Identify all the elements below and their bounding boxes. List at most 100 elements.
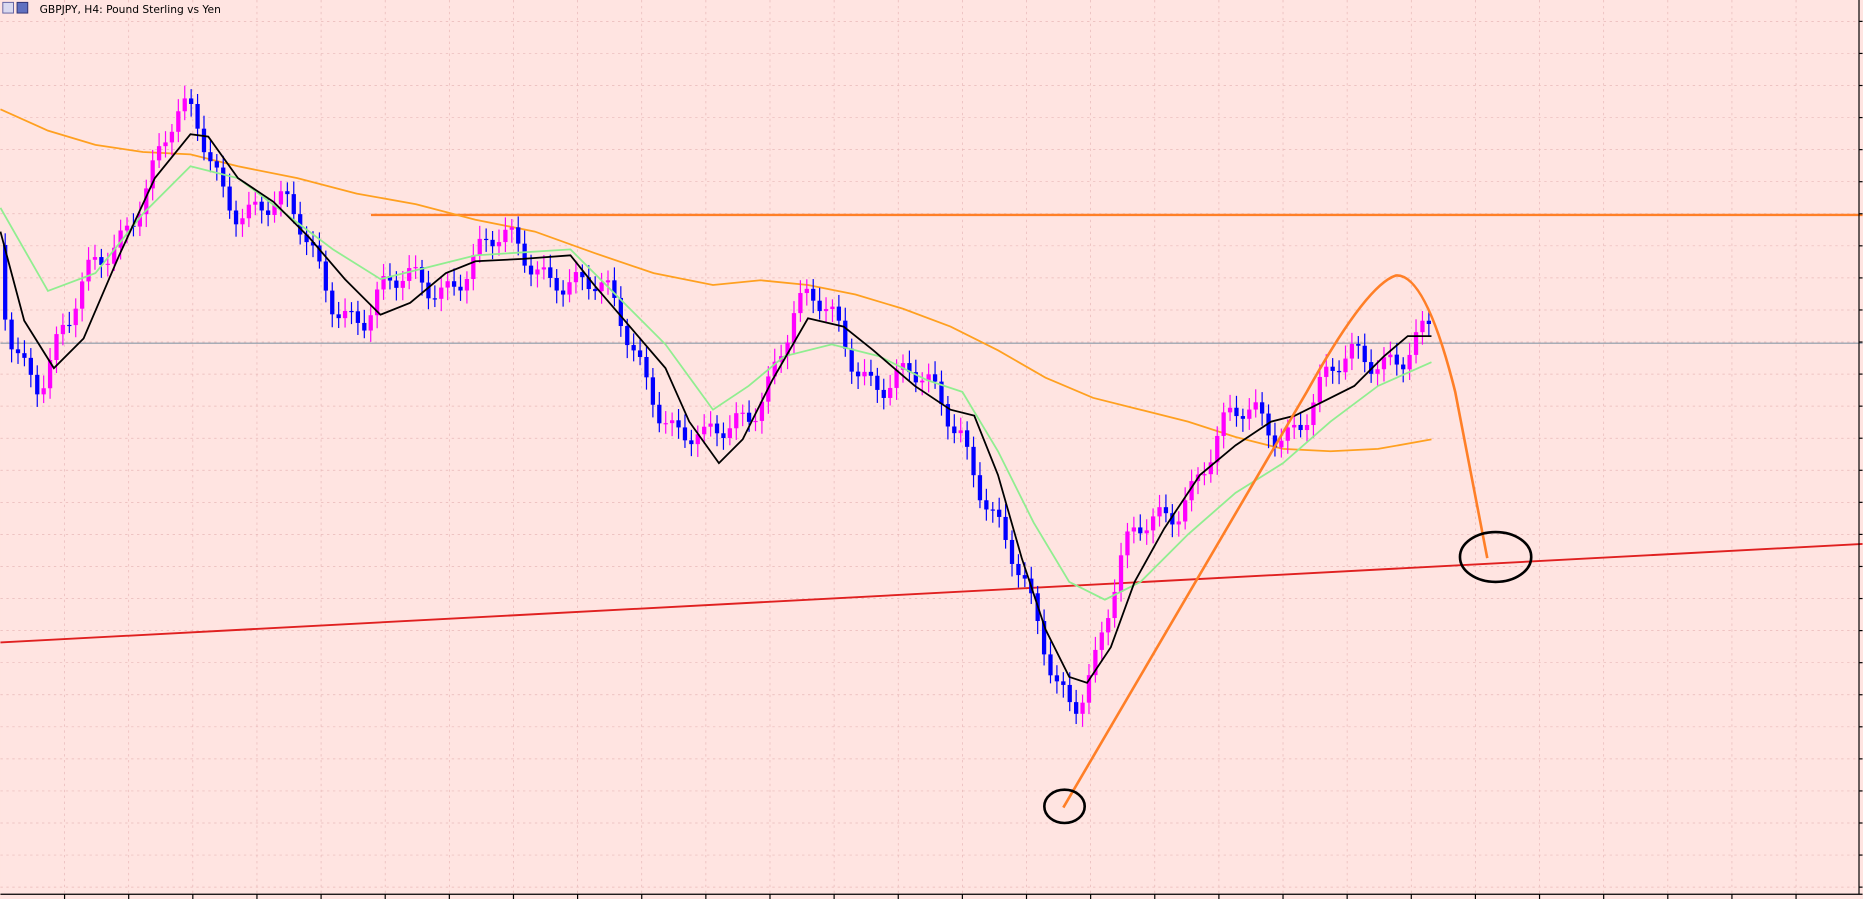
candle-body [984, 500, 989, 510]
candle-body [272, 204, 277, 215]
candle-body [541, 267, 547, 270]
icon [2, 1, 14, 14]
candle-body [112, 247, 117, 264]
candle-body [227, 186, 232, 211]
candle-body [637, 350, 643, 357]
candle-body [702, 426, 707, 435]
candle-body [714, 423, 720, 434]
candle-body [28, 357, 33, 375]
candle-body [1054, 675, 1060, 682]
candle-body [1356, 343, 1361, 346]
candle-body [586, 277, 591, 290]
candle-body [855, 371, 861, 377]
candle-body [689, 440, 694, 445]
candle-body [509, 227, 514, 230]
candle-body [150, 160, 155, 189]
candle-body [265, 210, 271, 215]
candle-body [1253, 402, 1258, 410]
candle-body [253, 201, 258, 205]
candle-body [432, 298, 437, 300]
candle-body [830, 306, 835, 310]
candle-body [330, 290, 335, 315]
candle-body [9, 319, 14, 350]
candle-body [73, 308, 78, 326]
candle-body [554, 277, 559, 291]
candle-body [477, 238, 482, 256]
marker-circle [1043, 788, 1087, 825]
candle-body [291, 194, 296, 215]
candle-body [355, 311, 361, 323]
candle-body [362, 322, 367, 331]
candle-body [1093, 649, 1098, 676]
candle-body [599, 282, 604, 292]
candle-body [374, 289, 380, 316]
candle-body [862, 371, 867, 377]
candle-body [41, 388, 46, 395]
candle-body [1074, 702, 1079, 714]
candle-body [1285, 427, 1290, 441]
candle-body [1343, 358, 1348, 373]
candle-body [1324, 366, 1329, 377]
candle-body [644, 356, 649, 378]
candle-body [1189, 481, 1194, 501]
candle-body [945, 404, 951, 427]
candle-body [958, 430, 963, 434]
candle-body [580, 272, 585, 278]
candle-body [419, 267, 425, 283]
candle-body [144, 188, 149, 215]
candle-body [1067, 684, 1072, 703]
candle-body [868, 371, 874, 376]
candle-body [759, 401, 765, 421]
candle-body [1016, 563, 1021, 576]
candle-body [997, 509, 1002, 517]
candle-body [1413, 332, 1419, 355]
candle-body [368, 315, 373, 331]
candle-body [964, 430, 970, 447]
candle-body [939, 381, 944, 405]
candle-body [573, 272, 579, 283]
candle-body [342, 310, 348, 319]
candle-body [746, 412, 752, 422]
candle-body [182, 98, 187, 112]
candle-body [278, 191, 284, 205]
candle-body [458, 286, 463, 291]
candle-body [426, 282, 431, 299]
candle-body [86, 259, 91, 282]
candle-body [195, 104, 200, 129]
candle-body [1022, 575, 1027, 579]
candle-body [1170, 513, 1175, 525]
candle-body [631, 345, 636, 351]
candle-body [721, 433, 726, 439]
candle-body [156, 146, 162, 161]
candle-body [246, 204, 252, 219]
candle-body [1247, 409, 1252, 419]
candle-body [1381, 357, 1387, 370]
candle-body [189, 98, 194, 105]
candle-body [682, 427, 688, 441]
candle-body [1176, 521, 1181, 525]
candle-body [1080, 702, 1085, 714]
candle-body [593, 289, 598, 292]
candle-body [490, 239, 495, 247]
candle-body [1144, 530, 1149, 534]
candle-body [676, 420, 681, 428]
candle-body [80, 281, 85, 309]
candle-body [894, 369, 899, 388]
candle-body [605, 280, 611, 283]
candle-body [1266, 413, 1271, 436]
candle-body [618, 297, 623, 327]
candle-body [221, 167, 226, 187]
candle-body [1426, 320, 1431, 325]
candle-body [567, 282, 572, 295]
candle-body [888, 387, 893, 398]
candle-body [1150, 516, 1156, 531]
candle-body [695, 434, 700, 445]
candle-body [233, 210, 239, 225]
candle-body [1099, 632, 1104, 650]
candle-body [522, 243, 527, 266]
candle-body [990, 509, 995, 511]
candle-body [1292, 424, 1297, 428]
candle-body [843, 320, 848, 349]
candle-body [1112, 591, 1117, 619]
